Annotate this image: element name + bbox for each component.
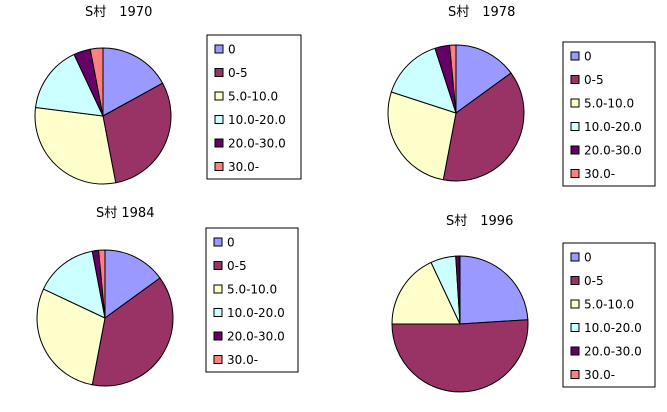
legend-label: 0 bbox=[584, 50, 592, 64]
legend-label: 0-5 bbox=[584, 73, 604, 87]
pie-slice-30.0- bbox=[449, 44, 457, 114]
legend: 0 0-5 5.0-10.0 10.0-20.0 20.0-30.0 30.0- bbox=[562, 242, 656, 388]
legend-label: 0-5 bbox=[584, 274, 604, 288]
chart-title: S村 1970 bbox=[85, 5, 152, 20]
legend-label: 5.0-10.0 bbox=[228, 90, 278, 104]
legend-label: 0 bbox=[584, 251, 592, 265]
chart-title: S村 1996 bbox=[446, 214, 513, 229]
legend-swatch bbox=[213, 331, 223, 341]
pie-slice-30.0- bbox=[458, 255, 461, 325]
legend-swatch bbox=[214, 68, 224, 77]
legend-swatch bbox=[214, 138, 224, 148]
legend: 0 0-5 5.0-10.0 10.0-20.0 20.0-30.0 30.0- bbox=[205, 227, 299, 373]
pie-slice-30.0- bbox=[89, 47, 104, 117]
legend-label: 20.0-30.0 bbox=[228, 137, 286, 151]
legend-swatch bbox=[570, 299, 580, 309]
legend-swatch bbox=[570, 98, 580, 108]
pie-chart-3: S村 1984 0 0-5 5.0-10.0 10.0-20.0 20.0-30.0 30.… bbox=[36, 206, 299, 387]
legend-box bbox=[562, 41, 656, 187]
legend-label: 0 bbox=[228, 43, 236, 57]
legend-swatch bbox=[213, 355, 223, 364]
legend-swatch bbox=[570, 252, 580, 262]
legend-swatch bbox=[213, 261, 223, 270]
pie-slice-5.0-10.0 bbox=[34, 106, 117, 185]
legend-label: 5.0-10.0 bbox=[584, 97, 634, 111]
pie-slice-0-5 bbox=[91, 277, 174, 387]
legend-label: 30.0- bbox=[227, 353, 258, 367]
legend-label: 5.0-10.0 bbox=[584, 298, 634, 312]
pie-slice-0-5 bbox=[391, 319, 529, 393]
legend-swatch bbox=[570, 276, 580, 285]
legend-swatch bbox=[214, 44, 224, 54]
pie-slice-30.0- bbox=[98, 249, 106, 319]
pie-slice-5.0-10.0 bbox=[391, 261, 461, 325]
chart-title: S村 1978 bbox=[448, 5, 515, 20]
legend-swatch bbox=[570, 51, 580, 61]
legend-label: 5.0-10.0 bbox=[227, 283, 277, 297]
legend-label: 20.0-30.0 bbox=[584, 144, 642, 158]
legend-label: 0-5 bbox=[228, 66, 248, 80]
legend-label: 0 bbox=[227, 236, 235, 250]
pie-slice-5.0-10.0 bbox=[387, 91, 457, 181]
pie-slice-10.0-20.0 bbox=[42, 250, 106, 319]
legend-label: 30.0- bbox=[584, 368, 615, 382]
legend-label: 30.0- bbox=[584, 167, 615, 181]
legend-label: 30.0- bbox=[228, 160, 259, 174]
legend-swatch bbox=[213, 308, 223, 317]
pie-slice-0 bbox=[102, 47, 164, 117]
legend-swatch bbox=[214, 162, 224, 171]
pie-slice-10.0-20.0 bbox=[34, 53, 104, 117]
legend-label: 20.0-30.0 bbox=[584, 345, 642, 359]
legend-box bbox=[562, 242, 656, 388]
legend-swatch bbox=[213, 284, 223, 294]
pie-slice-5.0-10.0 bbox=[36, 288, 106, 386]
legend-swatch bbox=[570, 75, 580, 84]
legend-swatch bbox=[570, 145, 580, 155]
legend-swatch bbox=[570, 370, 580, 379]
legend-label: 20.0-30.0 bbox=[227, 330, 285, 344]
legend-box bbox=[205, 227, 299, 373]
legend-swatch bbox=[570, 323, 580, 332]
legend-box bbox=[206, 34, 302, 180]
legend-swatch bbox=[570, 346, 580, 356]
legend-label: 0-5 bbox=[227, 259, 247, 273]
pie-slice-0-5 bbox=[442, 72, 525, 182]
legend-swatch bbox=[213, 237, 223, 247]
pie-slice-0 bbox=[104, 249, 161, 319]
legend-label: 10.0-20.0 bbox=[227, 306, 285, 320]
legend-label: 10.0-20.0 bbox=[584, 321, 642, 335]
legend-swatch bbox=[570, 169, 580, 178]
legend: 0 0-5 5.0-10.0 10.0-20.0 20.0-30.0 30.0- bbox=[206, 34, 302, 180]
pie-slice-0 bbox=[455, 44, 512, 114]
legend-swatch bbox=[214, 91, 224, 101]
pie-slice-0 bbox=[459, 255, 529, 325]
chart-title: S村 1984 bbox=[96, 206, 154, 221]
pie-chart-1: S村 1970 0 0-5 5.0-10.0 10.0-20.0 20.0-30.0 30.… bbox=[34, 5, 302, 185]
legend-label: 10.0-20.0 bbox=[584, 120, 642, 134]
pie-slice-0-5 bbox=[102, 82, 172, 184]
legend-swatch bbox=[214, 115, 224, 124]
legend-swatch bbox=[570, 122, 580, 131]
legend-label: 10.0-20.0 bbox=[228, 113, 286, 127]
pie-chart-4: S村 1996 0 0-5 5.0-10.0 10.0-20.0 20.0-30.0 30.… bbox=[391, 214, 656, 393]
legend: 0 0-5 5.0-10.0 10.0-20.0 20.0-30.0 30.0- bbox=[562, 41, 656, 187]
pie-chart-2: S村 1978 0 0-5 5.0-10.0 10.0-20.0 20.0-30.0 30.… bbox=[387, 5, 656, 187]
